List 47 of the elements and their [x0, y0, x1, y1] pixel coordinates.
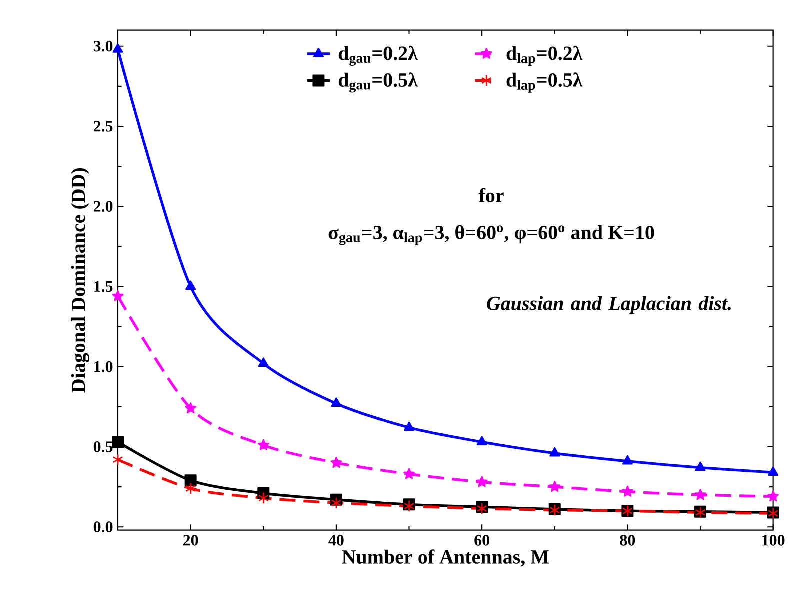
point [258, 492, 269, 504]
point [768, 490, 780, 502]
legend-label: d$_{gau}$=0.5λ [338, 72, 418, 93]
point [186, 482, 196, 495]
point [476, 436, 488, 446]
point [185, 402, 197, 414]
x-tick-label: 40 [328, 535, 344, 546]
point [331, 497, 342, 510]
point [258, 358, 269, 367]
point [404, 468, 415, 480]
point [112, 454, 124, 466]
point [404, 422, 415, 432]
y-tick-label: 1.0 [94, 361, 113, 372]
point [184, 474, 197, 487]
point [622, 455, 633, 465]
y-tick-label: 1.5 [94, 281, 113, 292]
x-tick-label: 20 [183, 535, 198, 546]
point [694, 489, 706, 500]
point [330, 457, 342, 468]
point [112, 436, 124, 448]
point [549, 481, 561, 492]
point [550, 447, 560, 457]
point [258, 439, 270, 450]
point [695, 462, 706, 472]
point [186, 280, 196, 290]
point [768, 466, 779, 476]
annotation: Gaussian and Laplacian dist. [487, 296, 731, 314]
y-tick-label: 2.5 [94, 121, 113, 132]
text: σ$_{gau}$=3, α$_{lap}$=3, θ=60$^{o}$, φ=60$^{o}$ and K=10 [328, 225, 654, 246]
annotation: for [478, 188, 504, 202]
y-tick-label: 0.0 [94, 522, 113, 533]
point [331, 398, 342, 408]
x-tick-label: 100 [762, 535, 785, 546]
x-axis-title: Number of Antennas, M [342, 550, 549, 567]
legend-label: d$_{lap}$=0.2λ [506, 46, 583, 66]
point [476, 476, 488, 488]
x-tick-label: 80 [620, 535, 636, 546]
point [112, 290, 124, 302]
point [622, 486, 634, 497]
y-tick-label: 2.0 [94, 201, 113, 212]
y-tick-label: 0.5 [94, 442, 113, 452]
point [112, 44, 124, 53]
y-axis-title: Diagonal Dominance (DD) [71, 168, 90, 393]
legend-label: d$_{gau}$=0.2λ [338, 46, 418, 66]
y-tick-label: 3.0 [94, 40, 113, 52]
x-tick-label: 60 [474, 535, 490, 546]
legend-label: d$_{lap}$=0.5λ [506, 72, 583, 93]
